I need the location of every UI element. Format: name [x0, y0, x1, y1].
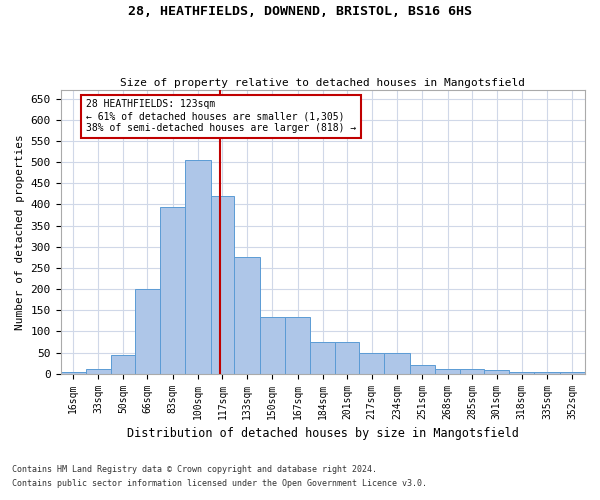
Text: Contains public sector information licensed under the Open Government Licence v3: Contains public sector information licen… [12, 479, 427, 488]
Bar [260, 316, 285, 374]
Bar [535, 372, 560, 374]
Text: 28 HEATHFIELDS: 123sqm
← 61% of detached houses are smaller (1,305)
38% of semi-: 28 HEATHFIELDS: 123sqm ← 61% of detached… [86, 100, 356, 132]
Bar [185, 160, 211, 374]
Bar [435, 370, 460, 374]
Bar [385, 352, 410, 374]
Bar [160, 206, 185, 374]
Bar [86, 370, 111, 374]
Bar [484, 370, 509, 374]
Title: Size of property relative to detached houses in Mangotsfield: Size of property relative to detached ho… [120, 78, 525, 88]
Bar [135, 289, 160, 374]
Text: 28, HEATHFIELDS, DOWNEND, BRISTOL, BS16 6HS: 28, HEATHFIELDS, DOWNEND, BRISTOL, BS16 … [128, 5, 472, 18]
Bar [310, 342, 335, 374]
Bar [335, 342, 359, 374]
Bar [359, 352, 385, 374]
Bar [211, 196, 235, 374]
Bar [61, 372, 86, 374]
Bar [460, 370, 484, 374]
Bar [111, 354, 135, 374]
Y-axis label: Number of detached properties: Number of detached properties [15, 134, 25, 330]
Bar [560, 372, 585, 374]
Bar [235, 258, 260, 374]
Bar [285, 316, 310, 374]
Bar [410, 365, 435, 374]
Text: Contains HM Land Registry data © Crown copyright and database right 2024.: Contains HM Land Registry data © Crown c… [12, 466, 377, 474]
X-axis label: Distribution of detached houses by size in Mangotsfield: Distribution of detached houses by size … [127, 427, 519, 440]
Bar [509, 372, 535, 374]
